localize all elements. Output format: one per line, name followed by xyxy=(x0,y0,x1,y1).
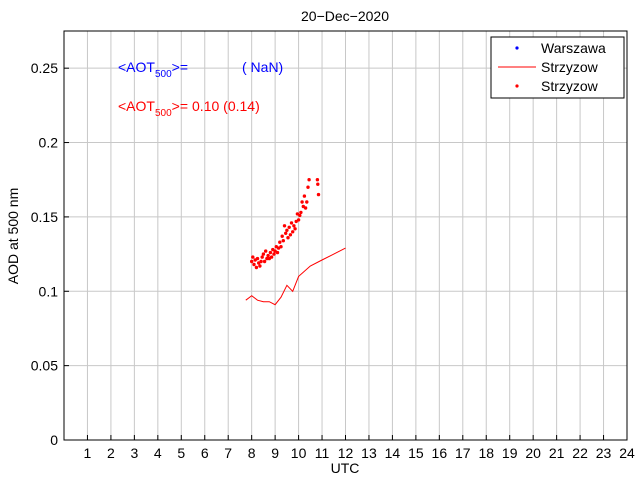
x-tick-label: 17 xyxy=(455,445,471,461)
annotation-blue-sub: 500 xyxy=(155,69,172,80)
data-point xyxy=(282,224,287,228)
data-point xyxy=(289,221,294,225)
x-tick-label: 6 xyxy=(201,445,209,461)
data-point xyxy=(300,200,304,204)
annotation-red-suffix: >= xyxy=(172,98,188,114)
data-point xyxy=(272,252,276,256)
data-point xyxy=(288,233,293,237)
x-tick-label: 16 xyxy=(432,445,448,461)
y-tick-label: 0.1 xyxy=(39,283,59,299)
x-tick-label: 10 xyxy=(291,445,307,461)
data-point xyxy=(255,256,260,261)
x-tick-label: 23 xyxy=(596,445,612,461)
data-point xyxy=(265,256,269,261)
y-axis-label: AOD at 500 nm xyxy=(5,188,21,285)
x-tick-label: 15 xyxy=(408,445,424,461)
y-tick-label: 0.25 xyxy=(31,60,58,76)
x-tick-label: 3 xyxy=(130,445,138,461)
data-point xyxy=(286,236,290,240)
data-point xyxy=(315,178,320,182)
data-point xyxy=(250,259,254,264)
legend-label-strzyzow-points: Strzyzow xyxy=(541,78,599,94)
annotation-blue: <AOT500>= ( NaN) xyxy=(118,59,283,80)
data-point xyxy=(285,228,289,232)
data-point xyxy=(291,230,295,234)
annotations: <AOT500>=( NaN) <AOT500>= 0.10 (0.14) xyxy=(118,59,283,119)
data-point xyxy=(299,210,303,215)
x-tick-label: 21 xyxy=(549,445,565,461)
data-point xyxy=(266,253,270,258)
ticks: 1 2 3 4 5 6 7 8 9 10 11 12 13 14 15 16 17 18 19 20 21 22 23 240… xyxy=(31,60,635,461)
data-point xyxy=(284,231,288,235)
x-tick-label: 8 xyxy=(248,445,256,461)
data-point xyxy=(281,239,285,243)
data-point xyxy=(316,182,320,186)
x-tick-label: 4 xyxy=(154,445,162,461)
data-point xyxy=(280,234,284,238)
series-line-1 xyxy=(245,247,346,306)
chart-title: 20−Dec−2020 xyxy=(301,8,389,24)
data-point xyxy=(306,185,310,189)
x-tick-label: 19 xyxy=(502,445,518,461)
x-tick-label: 9 xyxy=(271,445,279,461)
x-axis-label: UTC xyxy=(331,460,360,476)
data-point xyxy=(262,259,267,264)
x-tick-label: 5 xyxy=(177,445,185,461)
x-tick-label: 11 xyxy=(315,445,330,461)
data-point xyxy=(298,213,302,218)
x-tick-label: 12 xyxy=(338,445,354,461)
legend-marker-strzyzow-points xyxy=(515,84,519,88)
x-tick-label: 13 xyxy=(361,445,377,461)
grid xyxy=(64,31,627,440)
data-point xyxy=(287,225,291,229)
y-tick-label: 0 xyxy=(50,432,58,448)
data-point xyxy=(302,194,307,198)
annotation-blue-suffix: >= xyxy=(172,59,188,75)
data-point xyxy=(303,206,308,210)
data-point xyxy=(278,240,282,244)
data-point xyxy=(259,259,263,264)
data-point xyxy=(269,255,274,259)
series-layer xyxy=(245,178,346,306)
x-tick-label: 18 xyxy=(478,445,494,461)
legend-marker-warszawa xyxy=(515,46,519,50)
x-tick-label: 7 xyxy=(224,445,232,461)
legend: Warszawa Strzyzow Strzyzow xyxy=(490,36,625,99)
data-point xyxy=(305,200,309,204)
annotation-red-sub: 500 xyxy=(155,108,172,119)
annotation-red-prefix: <AOT xyxy=(118,98,155,114)
data-point xyxy=(268,250,273,255)
x-tick-label: 20 xyxy=(525,445,541,461)
legend-label-warszawa: Warszawa xyxy=(541,40,606,56)
data-point xyxy=(254,265,259,270)
annotation-blue-value: ( NaN) xyxy=(242,59,283,75)
x-tick-label: 1 xyxy=(84,445,92,461)
x-tick-label: 22 xyxy=(572,445,588,461)
y-tick-label: 0.15 xyxy=(31,209,58,225)
annotation-blue-prefix: <AOT xyxy=(118,59,155,75)
data-point xyxy=(293,227,297,231)
annotation-red: <AOT500>= 0.10 (0.14) xyxy=(118,98,260,119)
x-tick-label: 2 xyxy=(107,445,115,461)
data-point xyxy=(258,264,262,268)
data-point xyxy=(251,255,255,259)
data-point xyxy=(307,178,311,182)
y-tick-label: 0.05 xyxy=(31,358,58,374)
annotation-red-value: 0.10 (0.14) xyxy=(192,98,260,114)
data-point xyxy=(261,252,266,256)
data-point xyxy=(264,249,268,253)
x-tick-label: 24 xyxy=(619,445,635,461)
data-point xyxy=(260,255,264,259)
data-point xyxy=(292,224,296,228)
data-point xyxy=(296,218,301,222)
plot-frame xyxy=(63,30,628,441)
legend-label-strzyzow-line: Strzyzow xyxy=(541,59,599,75)
data-point xyxy=(275,250,280,255)
data-point xyxy=(316,192,321,197)
data-point xyxy=(252,262,256,267)
y-tick-label: 0.2 xyxy=(39,135,59,151)
x-tick-label: 14 xyxy=(385,445,401,461)
data-point xyxy=(279,245,283,249)
